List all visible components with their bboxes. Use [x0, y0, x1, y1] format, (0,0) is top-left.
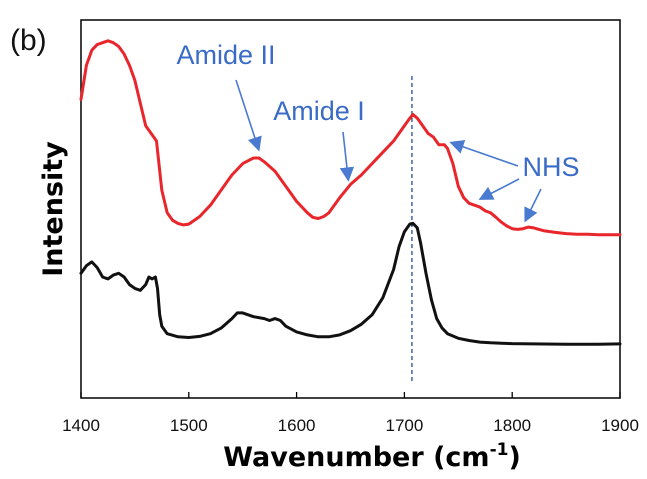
panel-label: (b)	[10, 24, 47, 57]
x-axis-title-main: Wavenumber (cm	[223, 442, 489, 473]
annotation-arrow-amide-ii	[235, 79, 262, 152]
x-axis-title-close: )	[508, 442, 520, 473]
annotation-layer: Amide II Amide I NHS	[176, 40, 580, 223]
x-tick-label: 1400	[62, 416, 100, 435]
x-tick-label: 1800	[493, 416, 531, 435]
annotation-arrow-nhs	[524, 188, 542, 223]
x-axis-title: Wavenumber (cm-1)	[223, 440, 521, 473]
x-axis-title-superscript: -1	[490, 440, 509, 460]
x-tick-label: 1600	[278, 416, 316, 435]
y-axis-title: Intensity	[38, 141, 69, 277]
x-tick-label: 1900	[601, 416, 639, 435]
spectrum-line-top	[79, 39, 622, 237]
annotation-amide-i: Amide I	[273, 96, 365, 126]
annotation-arrow-nhs	[478, 178, 520, 200]
x-axis-ticks: 1400 1500 1600 1700 1800 1900	[62, 392, 639, 435]
annotation-nhs: NHS	[522, 152, 579, 182]
annotation-amide-ii: Amide II	[176, 40, 275, 70]
series-layer	[79, 39, 622, 346]
spectrum-line-bottom	[79, 221, 622, 346]
annotation-arrow-nhs	[449, 139, 519, 167]
annotation-arrow-amide-i	[339, 131, 355, 182]
x-tick-label: 1500	[170, 416, 208, 435]
plot-frame	[80, 19, 621, 399]
x-tick-label: 1700	[385, 416, 423, 435]
